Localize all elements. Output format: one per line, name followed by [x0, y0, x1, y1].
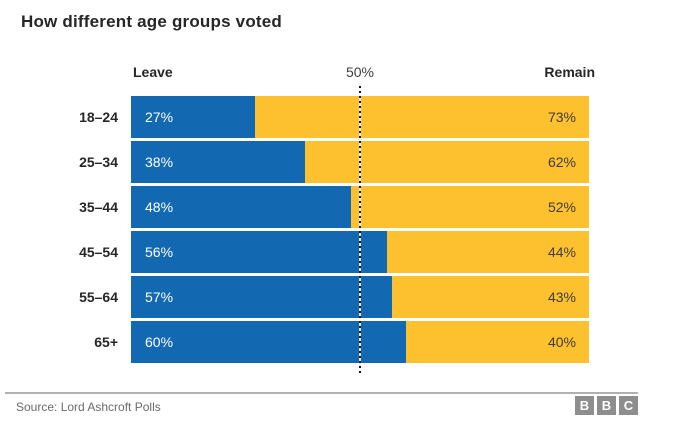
- age-group-label: 18–24: [79, 109, 118, 125]
- fifty-percent-reference-line: [359, 86, 361, 376]
- remain-bar-segment: 40%: [405, 321, 589, 363]
- bbc-logo-letter: C: [619, 396, 638, 415]
- bar-track: 27% 73%: [131, 96, 589, 138]
- bbc-logo-letter: B: [575, 396, 594, 415]
- age-group-label: 35–44: [79, 199, 118, 215]
- footer-divider: [5, 392, 638, 394]
- remain-value-label: 44%: [547, 244, 576, 260]
- remain-bar-segment: 52%: [350, 186, 589, 228]
- leave-bar-segment: 60%: [131, 321, 406, 363]
- bar-row: 18–24 27% 73%: [0, 96, 589, 138]
- leave-bar-segment: 48%: [131, 186, 351, 228]
- leave-value-label: 48%: [145, 199, 174, 215]
- bar-track: 56% 44%: [131, 231, 589, 273]
- fifty-percent-axis-label: 50%: [345, 64, 375, 80]
- bar-track: 38% 62%: [131, 141, 589, 183]
- remain-bar-segment: 73%: [254, 96, 589, 138]
- bar-row: 35–44 48% 52%: [0, 186, 589, 228]
- leave-value-label: 60%: [145, 334, 174, 350]
- remain-value-label: 52%: [547, 199, 576, 215]
- age-group-label: 25–34: [79, 154, 118, 170]
- leave-bar-segment: 56%: [131, 231, 388, 273]
- remain-value-label: 40%: [547, 334, 576, 350]
- bbc-logo-letter: B: [597, 396, 616, 415]
- source-credit: Source: Lord Ashcroft Polls: [16, 400, 161, 414]
- leave-bar-segment: 38%: [131, 141, 306, 183]
- bar-row: 45–54 56% 44%: [0, 231, 589, 273]
- page-title: How different age groups voted: [21, 12, 283, 31]
- bar-track: 57% 43%: [131, 276, 589, 318]
- remain-bar-segment: 44%: [387, 231, 589, 273]
- remain-value-label: 73%: [547, 109, 576, 125]
- leave-value-label: 57%: [145, 289, 174, 305]
- bar-chart: 18–24 27% 73% 25–34 38% 62% 35–44 48% 52% 45–54 56…: [0, 96, 589, 366]
- bar-track: 48% 52%: [131, 186, 589, 228]
- age-group-label: 55–64: [79, 289, 118, 305]
- remain-bar-segment: 43%: [392, 276, 589, 318]
- remain-column-header: Remain: [544, 64, 595, 80]
- remain-bar-segment: 62%: [305, 141, 589, 183]
- leave-value-label: 38%: [145, 154, 174, 170]
- bar-row: 65+ 60% 40%: [0, 321, 589, 363]
- leave-value-label: 27%: [145, 109, 174, 125]
- leave-column-header: Leave: [133, 64, 173, 80]
- remain-value-label: 62%: [547, 154, 576, 170]
- bar-row: 55–64 57% 43%: [0, 276, 589, 318]
- remain-value-label: 43%: [547, 289, 576, 305]
- age-group-label: 45–54: [79, 244, 118, 260]
- leave-bar-segment: 27%: [131, 96, 255, 138]
- age-group-label: 65+: [94, 334, 118, 350]
- leave-value-label: 56%: [145, 244, 174, 260]
- leave-bar-segment: 57%: [131, 276, 393, 318]
- bar-row: 25–34 38% 62%: [0, 141, 589, 183]
